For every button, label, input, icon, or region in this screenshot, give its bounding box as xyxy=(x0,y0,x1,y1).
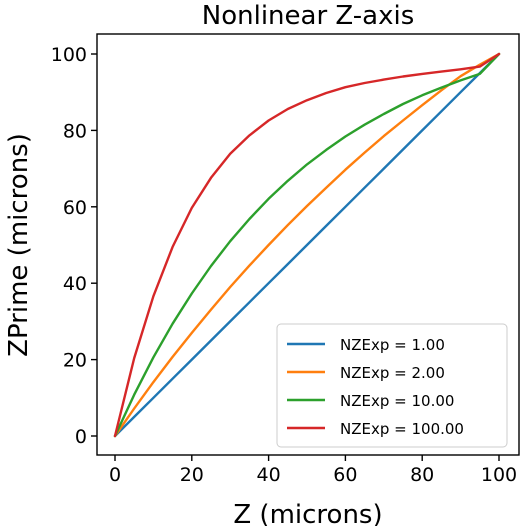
x-tick-label: 80 xyxy=(410,464,434,486)
y-axis-label: ZPrime (microns) xyxy=(4,133,34,357)
x-tick-label: 40 xyxy=(257,464,281,486)
series-line-2 xyxy=(113,52,501,438)
series-line-3 xyxy=(113,52,501,438)
y-tick-label: 80 xyxy=(63,120,87,142)
y-tick-label: 40 xyxy=(63,273,87,295)
x-tick-label: 100 xyxy=(481,464,517,486)
y-tick-label: 100 xyxy=(51,44,87,66)
legend-label: NZExp = 10.00 xyxy=(340,392,454,410)
x-tick-label: 60 xyxy=(333,464,357,486)
y-tick-label: 0 xyxy=(75,426,87,448)
legend-label: NZExp = 2.00 xyxy=(340,364,445,382)
x-tick-label: 20 xyxy=(180,464,204,486)
legend: NZExp = 1.00 NZExp = 2.00 NZExp = 10.00 NZE… xyxy=(276,323,508,448)
y-tick-label: 20 xyxy=(63,350,87,372)
legend-label: NZExp = 1.00 xyxy=(340,336,445,354)
series-line-1 xyxy=(113,52,501,438)
x-tick-label: 0 xyxy=(109,464,121,486)
legend-box xyxy=(276,323,508,448)
y-axis: 0 20 40 60 80 100 xyxy=(51,44,97,448)
plot-area xyxy=(96,33,520,456)
series-lines xyxy=(113,52,501,438)
x-axis-label: Z (microns) xyxy=(233,500,382,526)
legend-label: NZExp = 100.00 xyxy=(340,420,464,438)
y-tick-label: 60 xyxy=(63,197,87,219)
x-axis: 0 20 40 60 80 100 xyxy=(109,455,517,486)
series-line-4 xyxy=(113,52,501,438)
chart-title: Nonlinear Z-axis xyxy=(202,1,414,31)
